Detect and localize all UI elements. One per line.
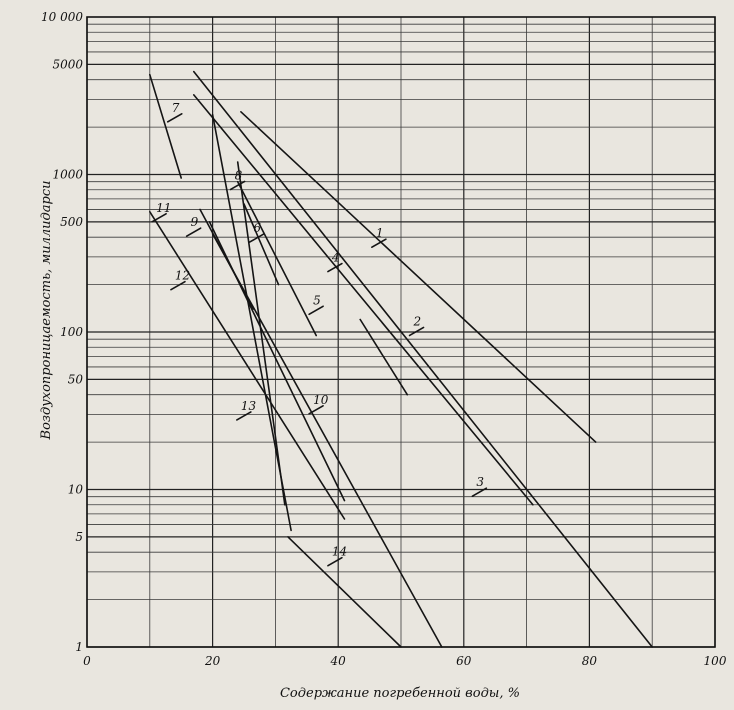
curve-label-11: 11 [156,201,171,215]
x-tick-label: 40 [330,654,347,668]
series-line-4 [193,94,534,506]
curve-label-leader [327,556,343,567]
series-line-3 [359,318,409,396]
x-tick-label: 20 [204,654,221,668]
x-tick-label: 60 [456,654,472,668]
curve-label-leader [236,411,252,421]
curve-label-5: 5 [313,293,321,307]
curve-label-10: 10 [313,393,329,407]
curve-label-leader [170,280,186,291]
curve-label-leader [185,227,202,237]
series-line-2 [193,70,653,648]
series-line-13 [211,233,443,648]
series-lines [149,70,653,648]
curve-label-leader [308,305,324,316]
curve-label-6: 6 [253,221,261,235]
series-line-14 [287,536,402,648]
curve-label-12: 12 [175,269,190,283]
curve-label-leader [408,326,425,337]
series-line-5 [236,180,317,337]
x-tick-label: 100 [704,654,727,668]
curve-label-leader [471,487,488,497]
curve-label-7: 7 [172,101,180,115]
curve-label-8: 8 [235,168,243,182]
series-line-1 [240,111,597,443]
curve-label-leader [371,238,387,248]
curve-label-leader [327,262,343,273]
y-tick-label: 10 000 [41,10,83,24]
curve-label-13: 13 [241,399,257,413]
series-line-12 [211,113,292,532]
series-line-8 [236,161,286,506]
curve-label-9: 9 [191,215,199,229]
x-tick-label: 0 [83,654,91,668]
curve-label-4: 4 [331,251,340,265]
y-tick-label: 100 [60,325,83,339]
tick-labels: 0 20 40 60 80 100 1 5 10 50 100 500 1000 5000 10 000 [41,10,727,668]
y-tick-label: 1000 [52,168,83,182]
curve-label-leader [248,233,265,244]
series-line-6 [243,203,280,286]
y-axis-title: Воздухопроницаемость, миллидарси [39,181,54,441]
y-tick-label: 500 [60,215,83,229]
x-tick-label: 80 [582,654,598,668]
y-tick-label: 50 [68,372,84,386]
curve-label-leader [166,113,183,123]
curve-label-1: 1 [376,226,384,240]
y-tick-label: 10 [68,483,84,497]
series-line-7 [149,73,182,179]
y-tick-label: 1 [75,640,83,654]
series-line-11 [149,211,346,520]
y-tick-label: 5000 [52,57,83,71]
y-tick-label: 5 [75,530,83,544]
curve-label-3: 3 [476,475,484,489]
curve-label-2: 2 [413,314,422,328]
curve-label-leader [308,405,324,415]
curve-label-leader [229,180,246,191]
curve-label-leader [151,212,167,223]
curve-label-14: 14 [332,545,347,559]
x-axis-title: Содержание погребенной воды, % [280,686,520,701]
